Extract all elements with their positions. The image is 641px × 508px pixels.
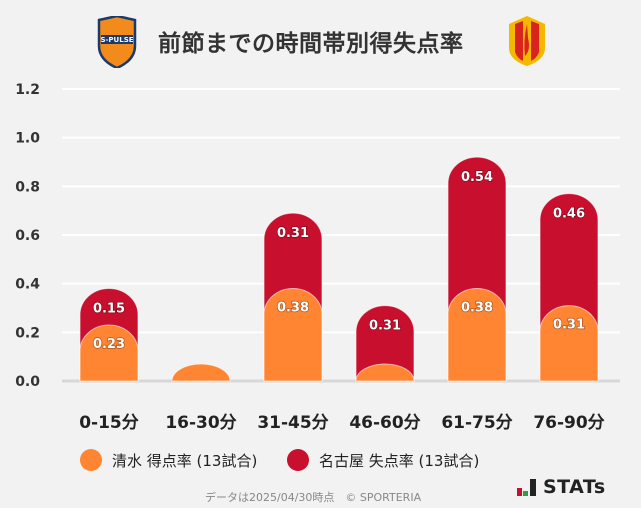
s-pulse-logo: S-PULSE (97, 14, 137, 72)
y-tick-label: 0.2 (15, 325, 40, 341)
y-tick-label: 0.0 (15, 374, 40, 390)
bar-segment-shimizu (171, 363, 231, 382)
y-tick-label: 0.6 (15, 228, 40, 244)
data-label: 0.31 (553, 318, 585, 333)
bar-segment-shimizu (263, 288, 323, 382)
x-tick-label: 76-90分 (533, 413, 604, 433)
x-tick-label: 16-30分 (165, 413, 236, 433)
y-tick-label: 1.2 (15, 82, 40, 98)
stats-brand: STATs (517, 476, 606, 498)
footer-note: データは2025/04/30時点 © SPORTERIA (205, 491, 422, 504)
legend-item-shimizu[interactable]: 清水 得点率 (13試合) (80, 449, 257, 471)
bar-segment-nagoya (355, 305, 415, 382)
nagoya-grampus-logo (509, 16, 545, 70)
y-tick-label: 1.0 (15, 131, 40, 147)
data-label: 0.38 (277, 301, 309, 316)
stats-logo-icon (517, 479, 536, 496)
bar-segment-shimizu (447, 288, 507, 382)
data-label: 0.31 (369, 319, 401, 334)
x-tick-label: 61-75分 (441, 413, 512, 433)
legend-swatch-red (287, 449, 309, 471)
data-label: 0.31 (277, 226, 309, 241)
bar-segment-shimizu (355, 363, 415, 382)
y-tick-label: 0.8 (15, 179, 40, 195)
bar-segment-shimizu (539, 305, 599, 382)
data-label: 0.54 (461, 170, 493, 185)
x-tick-label: 46-60分 (349, 413, 420, 433)
data-label: 0.46 (553, 207, 585, 222)
data-label: 0.23 (93, 337, 125, 352)
legend-item-nagoya[interactable]: 名古屋 失点率 (13試合) (287, 449, 479, 471)
x-tick-label: 0-15分 (79, 413, 139, 433)
svg-text:S-PULSE: S-PULSE (100, 36, 133, 44)
legend-label: 名古屋 失点率 (13試合) (319, 451, 480, 470)
legend-label: 清水 得点率 (13試合) (112, 451, 258, 470)
chart-title: 前節までの時間帯別得失点率 (158, 31, 464, 57)
data-label: 0.38 (461, 301, 493, 316)
x-tick-label: 31-45分 (257, 413, 328, 433)
y-tick-label: 0.4 (15, 277, 40, 293)
legend-swatch-orange (80, 449, 102, 471)
data-label: 0.15 (93, 302, 125, 317)
stacked-bar-chart: 0.0 0.2 0.4 0.6 0.8 1.0 1.2 0.15 0.23 0-15分 16-30分… (15, 82, 620, 433)
stats-brand-text: STATs (543, 476, 606, 498)
bar-segment-shimizu (79, 324, 139, 382)
